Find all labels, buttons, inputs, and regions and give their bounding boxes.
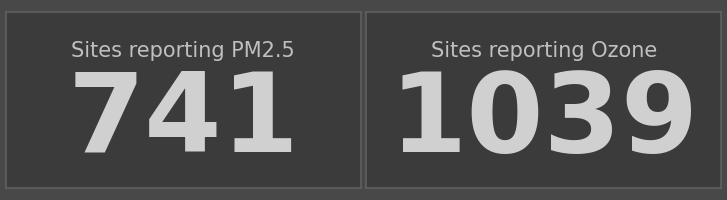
Text: Sites reporting PM2.5: Sites reporting PM2.5: [71, 41, 295, 61]
Text: Sites reporting Ozone: Sites reporting Ozone: [430, 41, 657, 61]
Text: 741: 741: [68, 68, 299, 175]
Text: 1039: 1039: [389, 68, 699, 175]
